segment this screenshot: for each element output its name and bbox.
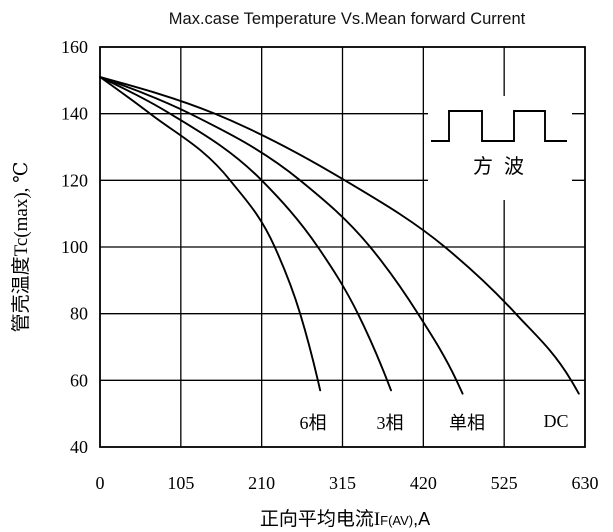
x-tick-label: 630	[572, 473, 599, 493]
x-tick-label: 0	[96, 473, 105, 493]
x-tick-label: 525	[491, 473, 518, 493]
inset-background	[428, 96, 572, 200]
y-tick-label: 160	[61, 37, 88, 57]
series-labels: 6相 3相 单相 DC	[300, 411, 569, 433]
series-curve-dc	[99, 76, 580, 395]
plot-frame	[99, 46, 586, 448]
x-axis-label-subscript: F(AV)	[380, 513, 413, 528]
series-label-6-phase: 6相	[300, 413, 327, 433]
square-wave-icon	[431, 110, 567, 142]
square-wave-inset: 方 波	[428, 96, 572, 200]
y-tick-labels: 40 60 80 100 120 140 160	[61, 37, 88, 457]
series-curve-single-phase	[99, 76, 464, 395]
series-label-3-phase: 3相	[377, 413, 404, 433]
x-tick-label: 210	[248, 473, 275, 493]
inset-label: 方 波	[473, 155, 527, 178]
x-tick-label: 315	[329, 473, 356, 493]
y-axis-label: 管壳温度Tc(max), ℃	[10, 162, 32, 333]
series-label-single-phase: 单相	[449, 413, 485, 433]
y-tick-label: 100	[61, 237, 88, 257]
x-tick-label: 105	[167, 473, 194, 493]
y-tick-label: 80	[70, 304, 88, 324]
x-axis-label: 正向平均电流IF(AV),A	[260, 508, 430, 530]
series-curves	[99, 76, 580, 395]
y-tick-label: 120	[61, 170, 88, 190]
x-axis-label-main: 正向平均电流I	[260, 508, 380, 530]
series-curve-3-phase	[99, 76, 392, 392]
x-tick-labels: 0 105 210 315 420 525 630	[96, 473, 599, 493]
y-tick-label: 60	[70, 370, 88, 390]
x-tick-label: 420	[410, 473, 437, 493]
y-tick-label: 40	[70, 437, 88, 457]
y-tick-label: 140	[61, 104, 88, 124]
x-axis-label-unit: ,A	[413, 509, 430, 529]
chart-title: Max.case Temperature Vs.Mean forward Cur…	[169, 10, 526, 28]
series-curve-6-phase	[99, 76, 322, 392]
series-label-dc: DC	[543, 411, 568, 431]
